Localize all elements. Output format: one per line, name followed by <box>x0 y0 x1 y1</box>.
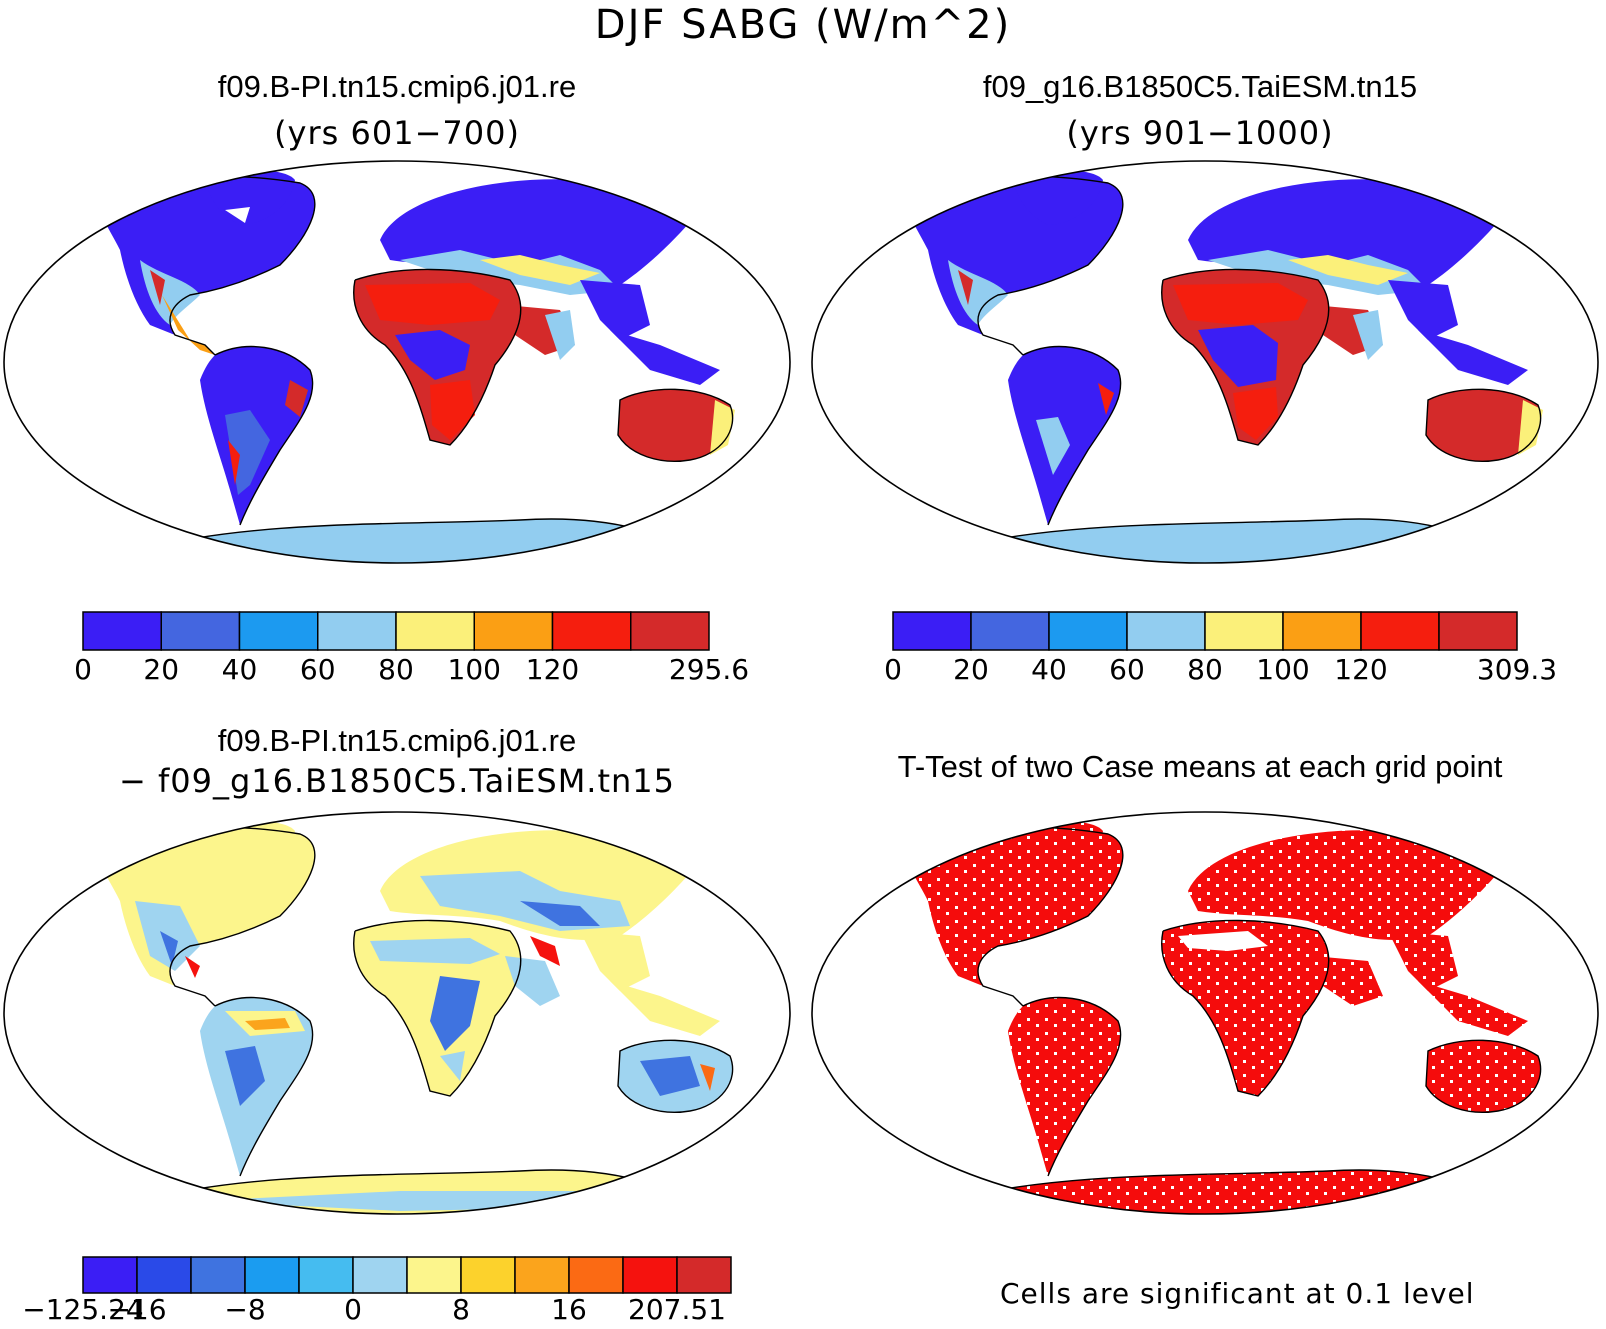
case2-title: f09_g16.B1850C5.TaiESM.tn15 <box>982 69 1418 104</box>
case2-colorbar-label: 40 <box>1031 653 1067 686</box>
case2-map <box>811 160 1599 564</box>
case1-colorbar-label: 0 <box>74 653 92 686</box>
case1-colorbar-label: 80 <box>378 653 414 686</box>
diff-title: f09.B-PI.tn15.cmip6.j01.re <box>217 723 577 758</box>
case1-colorbar-label: 295.6 <box>668 653 750 686</box>
case1-colorbar-box <box>395 611 475 651</box>
case1-colorbar-box <box>473 611 554 651</box>
case2-colorbar-label: 0 <box>884 653 902 686</box>
case1-colorbar: 0 20 40 60 80 100 120 295.6 <box>74 611 749 686</box>
diff-colorbar-box <box>136 1256 192 1294</box>
case2-colorbar-label: 100 <box>1256 653 1310 686</box>
case2-colorbar-box <box>1204 611 1284 651</box>
diff-colorbar-label: −8 <box>224 1293 266 1326</box>
case2-colorbar-box <box>970 611 1050 651</box>
case1-map <box>3 160 791 564</box>
case1-colorbar-box <box>160 611 241 651</box>
case1-title: f09.B-PI.tn15.cmip6.j01.re <box>217 69 577 104</box>
case2-colorbar-label: 20 <box>953 653 989 686</box>
diff-colorbar-label: 0 <box>344 1293 362 1326</box>
case2-colorbar-boxes <box>892 611 1518 651</box>
diff-colorbar-label: 207.51 <box>628 1293 726 1326</box>
case1-colorbar-box <box>551 611 632 651</box>
case2-colorbar-label: 80 <box>1187 653 1223 686</box>
case2-colorbar-box <box>892 611 972 651</box>
case1-colorbar-label: 100 <box>447 653 501 686</box>
case2-colorbar-box <box>1126 611 1206 651</box>
diff-colorbar-boxes <box>82 1256 732 1294</box>
case1-colorbar-label: 40 <box>221 653 258 686</box>
diff-colorbar-box <box>514 1256 570 1294</box>
diff-colorbar: −125.24 −16 −8 0 8 16 207.51 <box>22 1256 732 1329</box>
diff-colorbar-label: −125.24 <box>22 1293 144 1326</box>
case1-colorbar-box <box>317 611 397 651</box>
case2-colorbar-box <box>1282 611 1362 651</box>
diff-subtitle: − f09_g16.B1850C5.TaiESM.tn15 <box>118 762 676 800</box>
case1-colorbar-box <box>630 611 710 651</box>
ttest-map <box>811 811 1599 1215</box>
case2-colorbar-box <box>1360 611 1440 651</box>
case2-colorbar: 0 20 40 60 80 100 120 309.3 <box>884 611 1557 686</box>
diff-colorbar-box <box>190 1256 246 1294</box>
case2-colorbar-label: 60 <box>1109 653 1145 686</box>
diff-colorbar-box <box>568 1256 624 1294</box>
case2-years: (yrs 901−1000) <box>1066 114 1334 152</box>
diff-colorbar-box <box>406 1256 462 1294</box>
case2-colorbar-label: 309.3 <box>1476 653 1558 686</box>
case1-colorbar-label: 120 <box>525 653 580 686</box>
case1-colorbar-label: 60 <box>299 653 336 686</box>
diff-colorbar-label: −16 <box>107 1293 167 1326</box>
case1-colorbar-box <box>238 611 319 651</box>
case1-colorbar-box <box>82 611 162 651</box>
figure-title: DJF SABG (W/m^2) <box>594 2 1012 48</box>
diff-map <box>3 811 791 1215</box>
diff-colorbar-label: 16 <box>551 1293 587 1326</box>
diff-colorbar-box <box>244 1256 300 1294</box>
case1-colorbar-labels: 0 20 40 60 80 100 120 295.6 <box>74 653 749 689</box>
case1-colorbar-label: 20 <box>143 653 180 686</box>
diff-colorbar-label: 8 <box>452 1293 470 1326</box>
diff-colorbar-box <box>352 1256 408 1294</box>
diff-colorbar-box <box>460 1256 516 1294</box>
ttest-title: T-Test of two Case means at each grid po… <box>897 749 1503 784</box>
diff-colorbar-labels: −125.24 −16 −8 0 8 16 207.51 <box>22 1293 732 1329</box>
case2-colorbar-box <box>1048 611 1128 651</box>
diff-colorbar-box <box>298 1256 354 1294</box>
case1-colorbar-boxes <box>82 611 710 651</box>
case2-colorbar-label: 120 <box>1334 653 1388 686</box>
case1-years: (yrs 601−700) <box>274 114 520 152</box>
case2-colorbar-labels: 0 20 40 60 80 100 120 309.3 <box>884 653 1557 689</box>
diff-colorbar-box <box>622 1256 678 1294</box>
diff-colorbar-box <box>676 1256 732 1294</box>
diff-colorbar-box <box>82 1256 138 1294</box>
significance-note: Cells are significant at 0.1 level <box>1000 1277 1475 1310</box>
case2-colorbar-box <box>1438 611 1518 651</box>
